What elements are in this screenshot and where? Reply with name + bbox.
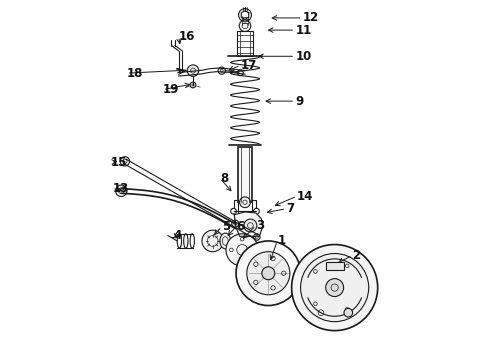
Bar <box>237 31 253 56</box>
Circle shape <box>254 234 260 240</box>
Bar <box>326 262 343 270</box>
Circle shape <box>232 220 239 227</box>
Circle shape <box>300 253 368 321</box>
Circle shape <box>239 20 251 32</box>
Text: 5: 5 <box>221 220 230 233</box>
Text: 19: 19 <box>163 83 179 96</box>
Circle shape <box>247 252 290 295</box>
Text: 6: 6 <box>236 220 245 233</box>
Text: 9: 9 <box>295 95 303 108</box>
Polygon shape <box>241 11 249 19</box>
Text: 1: 1 <box>277 234 285 247</box>
Text: 4: 4 <box>173 229 181 242</box>
Circle shape <box>218 67 225 74</box>
Text: 3: 3 <box>256 219 264 232</box>
Text: 2: 2 <box>353 249 361 262</box>
Circle shape <box>254 208 259 214</box>
Text: 10: 10 <box>295 50 312 63</box>
Bar <box>238 147 252 202</box>
Text: 11: 11 <box>295 24 312 37</box>
Circle shape <box>226 234 258 266</box>
Circle shape <box>240 197 250 208</box>
Circle shape <box>187 65 199 76</box>
Text: 13: 13 <box>112 182 128 195</box>
Text: 14: 14 <box>297 190 314 203</box>
Circle shape <box>236 241 300 306</box>
Circle shape <box>190 82 196 88</box>
Circle shape <box>116 185 127 197</box>
Text: 12: 12 <box>302 12 318 24</box>
Circle shape <box>231 208 236 214</box>
Ellipse shape <box>220 233 231 249</box>
Circle shape <box>292 244 378 330</box>
Text: 18: 18 <box>126 67 143 80</box>
Text: 16: 16 <box>179 30 195 43</box>
Bar <box>252 201 256 227</box>
Text: 17: 17 <box>241 59 257 72</box>
Circle shape <box>239 9 251 22</box>
Circle shape <box>120 157 129 166</box>
Bar <box>234 201 238 227</box>
Circle shape <box>202 230 223 252</box>
Circle shape <box>244 219 257 232</box>
Polygon shape <box>234 212 263 236</box>
Text: 15: 15 <box>111 156 127 168</box>
Circle shape <box>344 309 353 317</box>
Text: 8: 8 <box>220 172 228 185</box>
Text: 7: 7 <box>286 202 294 215</box>
Circle shape <box>238 70 243 76</box>
Circle shape <box>262 267 275 280</box>
Circle shape <box>326 279 343 297</box>
